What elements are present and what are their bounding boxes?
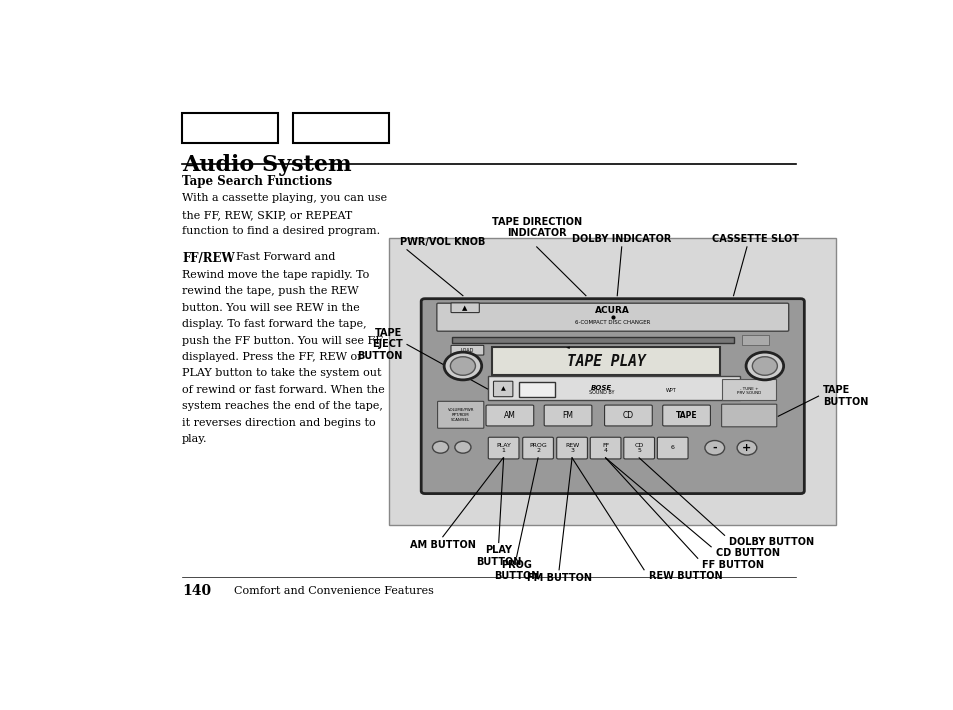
Text: PLAY
1: PLAY 1: [496, 442, 511, 453]
Text: FM BUTTON: FM BUTTON: [526, 573, 591, 583]
Text: rewind the tape, push the REW: rewind the tape, push the REW: [182, 286, 358, 296]
FancyBboxPatch shape: [437, 401, 483, 428]
Bar: [452, 337, 733, 343]
FancyBboxPatch shape: [623, 437, 654, 459]
FancyBboxPatch shape: [557, 437, 587, 459]
Text: FF
4: FF 4: [601, 442, 609, 453]
FancyBboxPatch shape: [488, 437, 518, 459]
Text: 6: 6: [670, 445, 674, 450]
Text: TAPE DIRECTION
INDICATOR: TAPE DIRECTION INDICATOR: [491, 217, 581, 239]
Text: ACURA: ACURA: [595, 307, 630, 315]
Bar: [293, 113, 389, 143]
Text: DOLBY BUTTON: DOLBY BUTTON: [728, 537, 813, 547]
Text: AM: AM: [503, 411, 516, 420]
FancyBboxPatch shape: [604, 405, 652, 426]
Text: +: +: [741, 443, 751, 453]
Text: ◄: ◄: [565, 346, 569, 351]
Bar: [518, 382, 554, 397]
FancyBboxPatch shape: [485, 405, 533, 426]
Bar: [389, 239, 836, 525]
Text: button. You will see REW in the: button. You will see REW in the: [182, 302, 359, 313]
Bar: [721, 379, 775, 400]
Circle shape: [737, 440, 756, 455]
Text: displayed. Press the FF, REW or: displayed. Press the FF, REW or: [182, 352, 362, 362]
Text: PLAY button to take the system out: PLAY button to take the system out: [182, 368, 381, 378]
FancyBboxPatch shape: [421, 299, 803, 493]
FancyBboxPatch shape: [543, 405, 591, 426]
Text: VOLUME/PWR
RPT/RDM
SCAN/SEL: VOLUME/PWR RPT/RDM SCAN/SEL: [447, 408, 474, 422]
Text: LOAD: LOAD: [460, 348, 474, 353]
Bar: [492, 347, 720, 375]
Text: Comfort and Convenience Features: Comfort and Convenience Features: [233, 586, 434, 596]
Text: FF/REW: FF/REW: [182, 253, 234, 266]
Text: FF BUTTON: FF BUTTON: [701, 559, 763, 569]
FancyBboxPatch shape: [657, 437, 687, 459]
FancyBboxPatch shape: [720, 404, 776, 427]
Text: BOSE: BOSE: [591, 385, 612, 391]
Text: CD BUTTON: CD BUTTON: [715, 548, 779, 558]
FancyBboxPatch shape: [436, 303, 788, 331]
Text: 6-COMPACT DISC CHANGER: 6-COMPACT DISC CHANGER: [575, 320, 650, 324]
Text: REW BUTTON: REW BUTTON: [648, 572, 721, 581]
Circle shape: [745, 352, 782, 380]
Text: TAPE
EJECT
BUTTON: TAPE EJECT BUTTON: [356, 328, 402, 361]
Text: ▲: ▲: [500, 386, 505, 391]
Bar: [741, 335, 768, 345]
Text: display. To fast forward the tape,: display. To fast forward the tape,: [182, 320, 366, 329]
Text: AM BUTTON: AM BUTTON: [410, 540, 476, 550]
Text: the FF, REW, SKIP, or REPEAT: the FF, REW, SKIP, or REPEAT: [182, 210, 352, 220]
Text: function to find a desired program.: function to find a desired program.: [182, 226, 380, 236]
Bar: [182, 113, 278, 143]
Text: PWR/VOL KNOB: PWR/VOL KNOB: [400, 237, 485, 247]
Text: SOUND BY: SOUND BY: [588, 391, 614, 395]
Text: TAPE PLAY: TAPE PLAY: [566, 354, 645, 368]
Circle shape: [704, 440, 724, 455]
Text: TAPE: TAPE: [675, 411, 697, 420]
Text: Tape Search Functions: Tape Search Functions: [182, 175, 332, 188]
Text: it reverses direction and begins to: it reverses direction and begins to: [182, 417, 375, 427]
Text: TAPE
BUTTON: TAPE BUTTON: [822, 386, 867, 407]
Text: ▲: ▲: [462, 305, 467, 311]
Text: REW
3: REW 3: [564, 442, 578, 453]
Text: PROG
BUTTON: PROG BUTTON: [494, 559, 538, 581]
Text: CASSETTE SLOT: CASSETTE SLOT: [712, 234, 799, 244]
FancyBboxPatch shape: [662, 405, 710, 426]
Text: Rewind move the tape rapidly. To: Rewind move the tape rapidly. To: [182, 270, 369, 280]
Text: PROG
2: PROG 2: [529, 442, 546, 453]
Text: PLAY
BUTTON: PLAY BUTTON: [476, 545, 521, 567]
FancyBboxPatch shape: [451, 303, 478, 312]
Text: With a cassette playing, you can use: With a cassette playing, you can use: [182, 193, 387, 204]
Text: Audio System: Audio System: [182, 153, 352, 175]
Text: -: -: [712, 443, 717, 453]
Text: DOLBY INDICATOR: DOLBY INDICATOR: [572, 234, 671, 244]
Text: of rewind or fast forward. When the: of rewind or fast forward. When the: [182, 385, 384, 395]
Circle shape: [432, 442, 448, 453]
FancyBboxPatch shape: [522, 437, 553, 459]
Text: play.: play.: [182, 434, 208, 444]
Text: 140: 140: [182, 584, 211, 598]
Text: CD: CD: [622, 411, 634, 420]
Text: WPT: WPT: [665, 388, 676, 393]
FancyBboxPatch shape: [451, 345, 483, 355]
Text: FM: FM: [562, 411, 573, 420]
Circle shape: [752, 356, 777, 376]
Text: system reaches the end of the tape,: system reaches the end of the tape,: [182, 401, 382, 411]
Circle shape: [444, 352, 481, 380]
Text: CD
5: CD 5: [634, 442, 643, 453]
Circle shape: [450, 356, 475, 376]
Text: push the FF button. You will see FF: push the FF button. You will see FF: [182, 336, 383, 346]
FancyBboxPatch shape: [493, 381, 513, 397]
FancyBboxPatch shape: [590, 437, 620, 459]
Text: - TUNE +
PRV SOUND: - TUNE + PRV SOUND: [737, 386, 760, 395]
Circle shape: [455, 442, 471, 453]
Text: Fast Forward and: Fast Forward and: [235, 253, 335, 263]
Bar: [487, 376, 740, 400]
